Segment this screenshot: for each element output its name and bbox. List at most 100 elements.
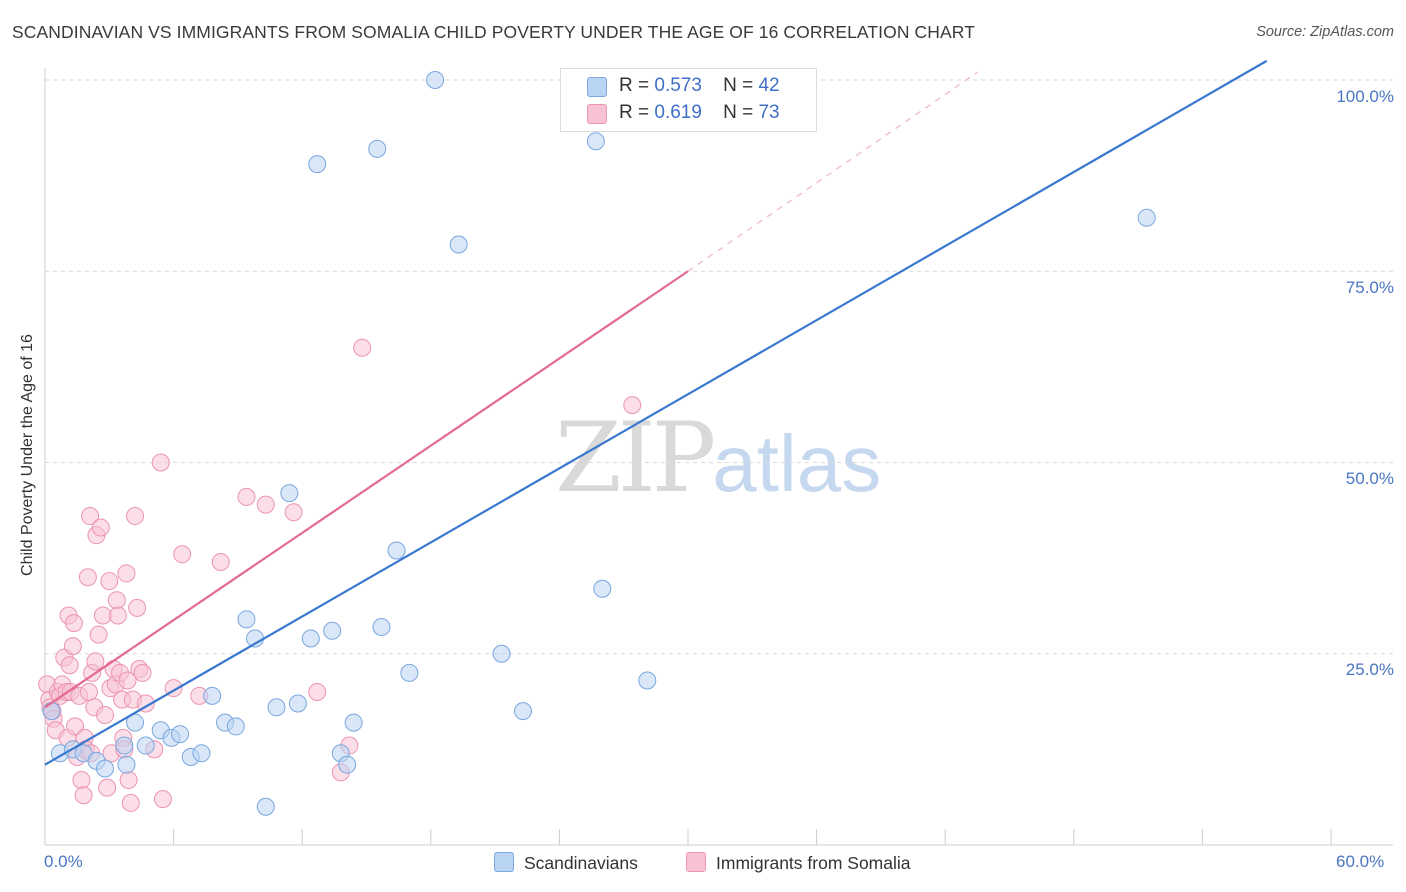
legend-r-label: R = [619, 102, 650, 123]
scandinavian-point [323, 621, 342, 640]
somalia-point [173, 545, 192, 564]
somalia-point [237, 487, 256, 506]
scandinavian-point [267, 698, 286, 717]
scandinavian-point [301, 629, 320, 648]
trend-line-somalia [44, 270, 689, 709]
scandinavian-point [449, 235, 468, 254]
legend-swatch-blue [587, 77, 607, 97]
scandinavian-point [136, 736, 155, 755]
scandinavian-point [126, 713, 145, 732]
scandinavian-point [638, 671, 657, 690]
somalia-point [126, 507, 145, 526]
scandinavian-point [280, 484, 299, 503]
scandinavian-point [368, 139, 387, 158]
somalia-point [89, 625, 108, 644]
y-tick-label-25: 25.0% [1345, 660, 1394, 679]
somalia-point [98, 778, 117, 797]
x-tick-label-max: 60.0% [1336, 852, 1385, 871]
scandinavian-point [593, 579, 612, 598]
somalia-point [107, 591, 126, 610]
scandinavian-point [372, 617, 391, 636]
legend-swatch-pink [587, 104, 607, 124]
trend-line-somalia-extension [687, 71, 978, 272]
scandinavian-point [171, 725, 190, 744]
somalia-point [74, 786, 93, 805]
scandinavian-point [203, 686, 222, 705]
scandinavian-point [492, 644, 511, 663]
legend-r-value: 0.619 [654, 102, 702, 123]
scandinavian-point [288, 694, 307, 713]
axes [44, 68, 1393, 846]
somalia-point [96, 705, 115, 724]
trend-line-scandinavians [44, 59, 1268, 766]
series-somalia-points [38, 338, 642, 812]
scandinavian-point [586, 132, 605, 151]
y-tick-label-100: 100.0% [1336, 87, 1394, 106]
somalia-point [66, 717, 85, 736]
legend-n-value: 73 [758, 102, 780, 123]
legend-n-label: N = [723, 75, 754, 96]
y-tick-label-75: 75.0% [1345, 278, 1394, 297]
legend-item-somalia: Immigrants from Somalia [686, 852, 911, 874]
scandinavian-point [96, 759, 115, 778]
scandinavian-point [308, 155, 327, 174]
trend-lines [44, 59, 1268, 766]
somalia-point [64, 614, 83, 633]
somalia-point [128, 598, 147, 617]
scandinavian-point [237, 610, 256, 629]
somalia-point [284, 503, 303, 522]
somalia-point [93, 606, 112, 625]
somalia-point [86, 652, 105, 671]
somalia-point [78, 568, 97, 587]
legend-label-somalia: Immigrants from Somalia [716, 853, 911, 873]
legend-n-label: N = [723, 102, 754, 123]
legend-item-scandinavians: Scandinavians [494, 852, 638, 874]
somalia-point [136, 694, 155, 713]
somalia-point [121, 793, 140, 812]
somalia-point [60, 656, 79, 675]
correlation-legend: R = 0.573 N = 42 R = 0.619 N = 73 [560, 68, 817, 132]
somalia-point [100, 572, 119, 591]
watermark: ZIPatlas [555, 402, 881, 514]
somalia-point [72, 770, 91, 789]
somalia-point [133, 663, 152, 682]
scandinavian-point [344, 713, 363, 732]
chart-title: SCANDINAVIAN VS IMMIGRANTS FROM SOMALIA … [12, 22, 976, 42]
somalia-point [108, 606, 127, 625]
y-tick-label-50: 50.0% [1345, 469, 1394, 488]
series-scandinavians-points [42, 71, 1156, 816]
somalia-point [353, 338, 372, 357]
watermark-zip: ZIP [555, 402, 716, 514]
scandinavian-point [115, 736, 134, 755]
scandinavian-point [42, 702, 61, 721]
scandinavian-point [256, 797, 275, 816]
somalia-point [117, 564, 136, 583]
somalia-point [623, 396, 642, 415]
legend-swatch-pink [686, 852, 706, 872]
scandinavian-point [400, 663, 419, 682]
watermark-atlas: atlas [712, 419, 882, 508]
somalia-point [256, 495, 275, 514]
scandinavian-point [226, 717, 245, 736]
legend-r-label: R = [619, 75, 650, 96]
legend-label-scandinavians: Scandinavians [524, 853, 638, 873]
x-tick-label-min: 0.0% [44, 852, 83, 871]
scandinavian-point [513, 702, 532, 721]
somalia-point [151, 453, 170, 472]
somalia-point [81, 507, 100, 526]
scandinavian-point [192, 744, 211, 763]
somalia-point [308, 683, 327, 701]
somalia-point [79, 683, 98, 701]
scandinavian-point [117, 755, 136, 774]
legend-n-value: 42 [758, 75, 780, 96]
scandinavian-point [1137, 208, 1156, 227]
scandinavian-point [426, 71, 445, 89]
legend-r-value: 0.573 [654, 75, 702, 96]
somalia-point [119, 770, 138, 789]
somalia-point [153, 790, 172, 809]
legend-swatch-blue [494, 852, 514, 872]
gridlines [45, 79, 1393, 655]
source-label: Source: ZipAtlas.com [1256, 24, 1394, 40]
somalia-point [211, 552, 230, 571]
